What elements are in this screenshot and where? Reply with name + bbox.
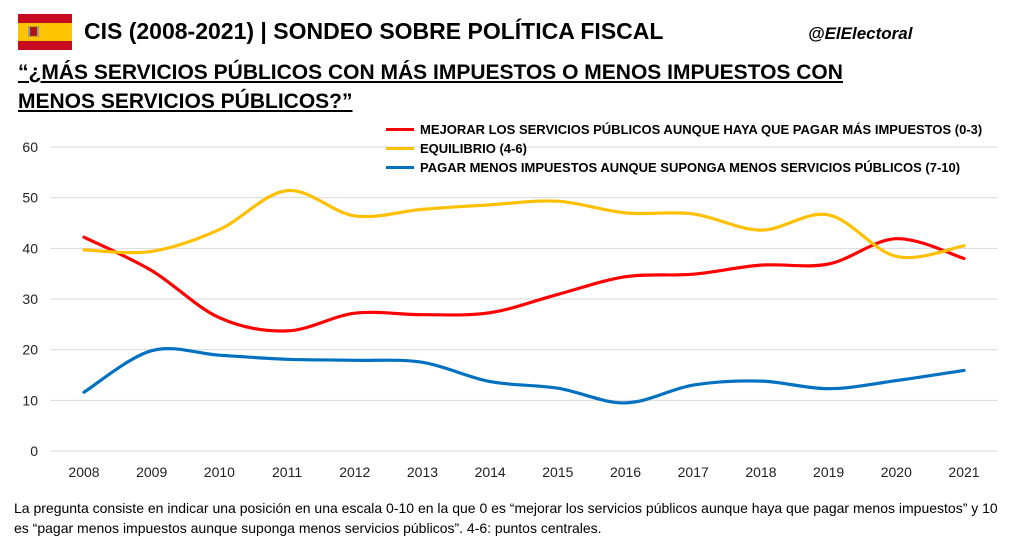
series-line-mejorar-servicios: [82, 235, 966, 333]
page-title: CIS (2008-2021) | SONDEO SOBRE POLÍTICA …: [84, 18, 664, 44]
chart-question: “¿MÁS SERVICIOS PÚBLICOS CON MÁS IMPUEST…: [18, 61, 843, 113]
x-tick-label: 2014: [475, 464, 506, 480]
x-tick-label: 2015: [542, 464, 573, 480]
legend-swatch: [386, 128, 414, 131]
y-tick-label: 40: [22, 240, 38, 256]
spain-flag-icon: [18, 14, 72, 50]
x-tick-label: 2017: [678, 464, 709, 480]
y-tick-label: 20: [22, 342, 38, 358]
x-tick-label: 2010: [204, 464, 235, 480]
chart-legend: MEJORAR LOS SERVICIOS PÚBLICOS AUNQUE HA…: [386, 120, 982, 177]
x-tick-label: 2012: [339, 464, 370, 480]
author-handle: @ElElectoral: [808, 24, 913, 43]
y-tick-label: 60: [22, 139, 38, 155]
series-line-menos-impuestos: [82, 347, 966, 405]
y-tick-label: 0: [30, 443, 38, 459]
y-tick-label: 30: [22, 291, 38, 307]
legend-item: MEJORAR LOS SERVICIOS PÚBLICOS AUNQUE HA…: [386, 120, 982, 139]
legend-label: EQUILIBRIO (4-6): [420, 141, 527, 156]
x-tick-label: 2019: [813, 464, 844, 480]
legend-swatch: [386, 166, 414, 169]
x-tick-label: 2020: [881, 464, 912, 480]
x-tick-label: 2021: [948, 464, 979, 480]
legend-item: PAGAR MENOS IMPUESTOS AUNQUE SUPONGA MEN…: [386, 158, 982, 177]
chart-footnote: La pregunta consiste en indicar una posi…: [14, 500, 998, 536]
legend-label: MEJORAR LOS SERVICIOS PÚBLICOS AUNQUE HA…: [420, 122, 983, 137]
legend-swatch: [386, 147, 414, 150]
x-tick-label: 2016: [610, 464, 641, 480]
x-tick-label: 2013: [407, 464, 438, 480]
legend-item: EQUILIBRIO (4-6): [386, 139, 982, 158]
y-tick-label: 50: [22, 190, 38, 206]
x-tick-label: 2008: [68, 464, 99, 480]
x-tick-label: 2018: [745, 464, 776, 480]
y-tick-label: 10: [22, 392, 38, 408]
legend-label: PAGAR MENOS IMPUESTOS AUNQUE SUPONGA MEN…: [420, 160, 961, 175]
x-tick-label: 2011: [272, 464, 302, 480]
series-line-equilibrio: [82, 188, 966, 260]
x-tick-label: 2009: [136, 464, 167, 480]
